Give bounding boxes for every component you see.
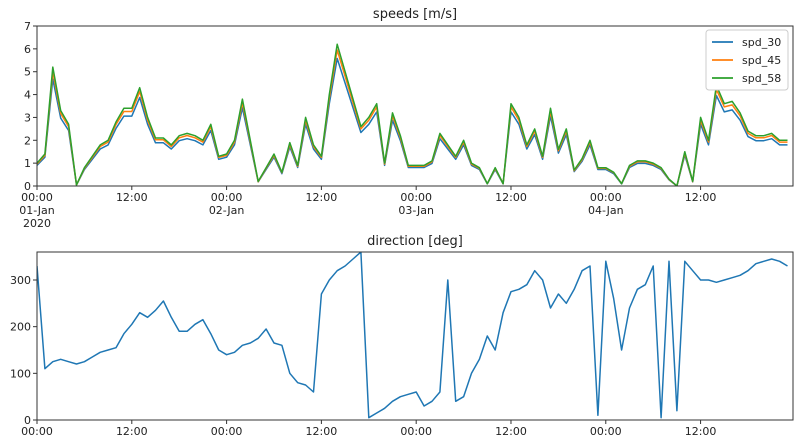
y-tick-label: 3 (24, 111, 31, 124)
y-tick-label: 2 (24, 134, 31, 147)
x-tick-label: 12:00 (495, 191, 527, 204)
x-tick-label: 00:00 (21, 191, 53, 204)
x-tick-label: 00:00 (590, 425, 622, 438)
x-tick-date-label: 04-Jan (588, 204, 624, 217)
speeds-plot-area (37, 43, 788, 186)
legend-label: spd_45 (742, 54, 781, 67)
legend-label: spd_30 (742, 36, 781, 49)
x-tick-label: 00:00 (400, 425, 432, 438)
y-tick-label: 6 (24, 43, 31, 56)
x-tick-label: 12:00 (495, 425, 527, 438)
x-tick-label: 00:00 (211, 191, 243, 204)
legend-item-spd_45: spd_45 (712, 54, 781, 67)
x-tick-label: 12:00 (685, 425, 717, 438)
legend: spd_30 spd_45 spd_58 (705, 29, 789, 91)
direction-axes-frame (36, 251, 794, 421)
y-tick-label: 0 (24, 414, 31, 427)
legend-box (705, 29, 789, 91)
y-tick-label: 7 (24, 20, 31, 33)
direction-x-axis: 00:00 12:00 00:00 12:00 00:00 12:00 00:00 12:00 (21, 420, 716, 438)
x-tick-date-label: 02-Jan (209, 204, 245, 217)
y-tick-label: 200 (10, 321, 31, 334)
speeds-axes-frame (36, 25, 794, 187)
legend-item-spd_58: spd_58 (712, 72, 781, 85)
x-tick-label: 12:00 (116, 191, 148, 204)
x-tick-label: 12:00 (306, 425, 338, 438)
x-tick-year-label: 2020 (23, 217, 51, 230)
speeds-y-axis: 0 1 2 3 4 5 6 7 (24, 20, 37, 193)
direction-plot-area (37, 252, 788, 419)
x-tick-label: 00:00 (211, 425, 243, 438)
x-tick-label: 00:00 (590, 191, 622, 204)
legend-label: spd_58 (742, 72, 781, 85)
speeds-chart-title: speeds [m/s] (373, 7, 457, 22)
x-tick-label: 00:00 (21, 425, 53, 438)
legend-item-spd_30: spd_30 (712, 36, 781, 49)
x-tick-label: 12:00 (116, 425, 148, 438)
x-tick-label: 12:00 (306, 191, 338, 204)
y-tick-label: 4 (24, 89, 31, 102)
y-tick-label: 300 (10, 274, 31, 287)
x-tick-date-label: 03-Jan (398, 204, 434, 217)
y-tick-label: 100 (10, 367, 31, 380)
y-tick-label: 5 (24, 66, 31, 79)
direction-chart-title: direction [deg] (367, 234, 463, 249)
spd_58-series-line (37, 43, 788, 186)
x-tick-label: 12:00 (685, 191, 717, 204)
direction-series-line (37, 252, 788, 419)
direction-y-axis: 0 100 200 300 (10, 274, 37, 427)
y-tick-label: 0 (24, 180, 31, 193)
x-tick-date-label: 01-Jan (19, 204, 55, 217)
x-tick-label: 00:00 (400, 191, 432, 204)
y-tick-label: 1 (24, 157, 31, 170)
